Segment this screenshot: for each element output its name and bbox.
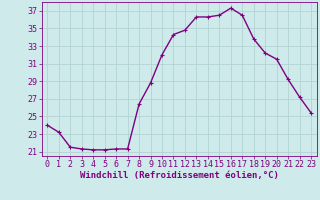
X-axis label: Windchill (Refroidissement éolien,°C): Windchill (Refroidissement éolien,°C) <box>80 171 279 180</box>
